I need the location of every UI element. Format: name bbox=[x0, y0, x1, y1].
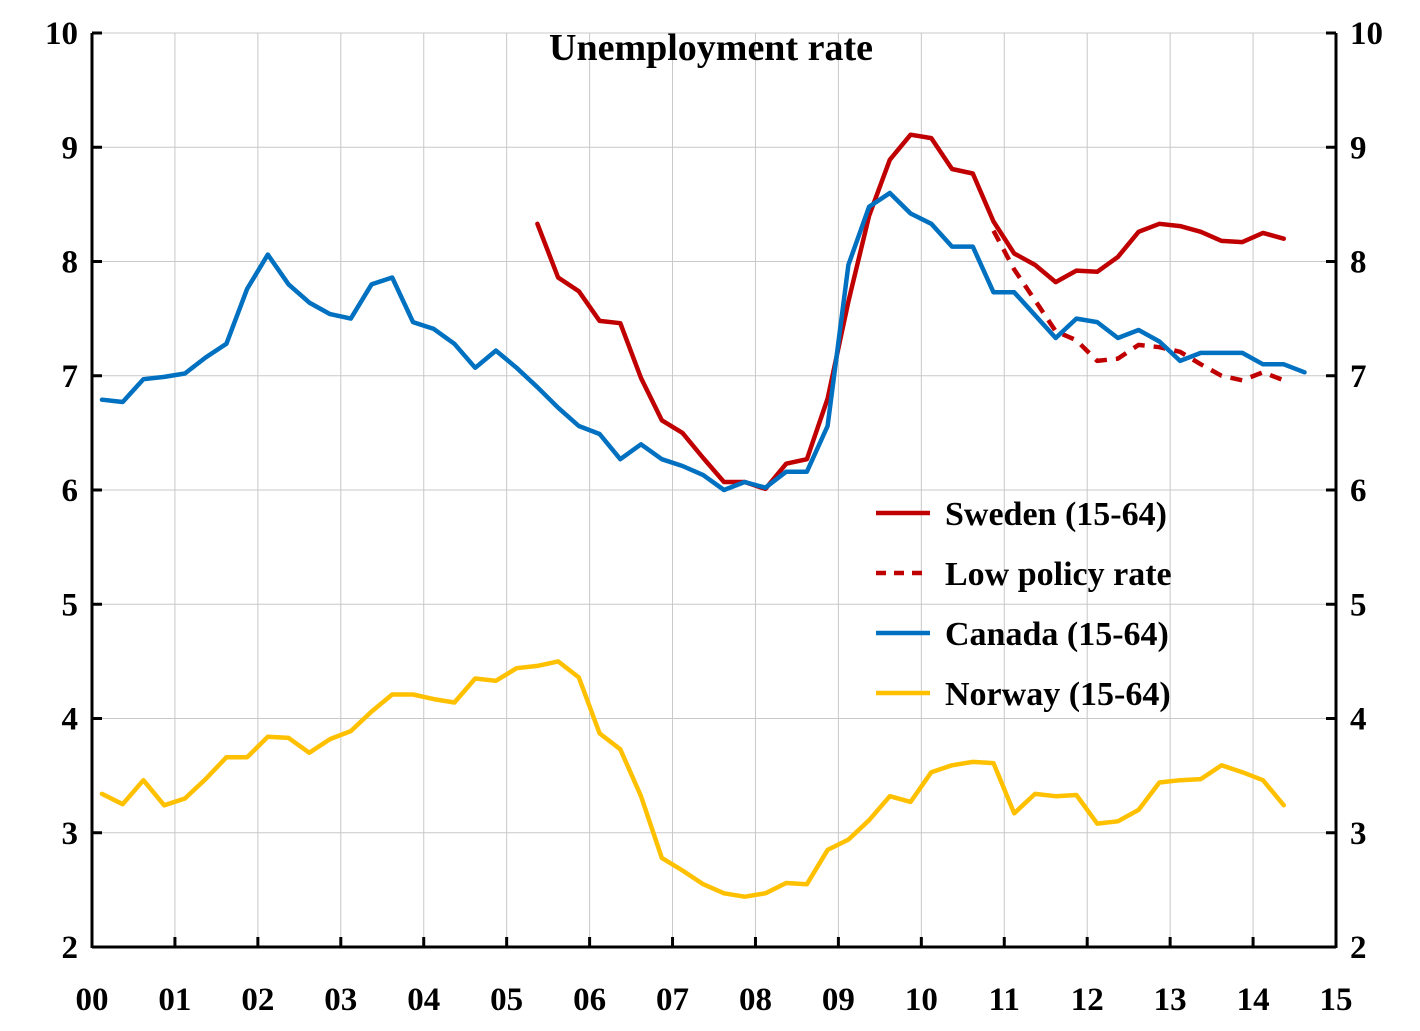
left-y-tick-label: 6 bbox=[62, 473, 79, 509]
left-y-tick-label: 2 bbox=[62, 930, 79, 966]
right-y-tick-label: 2 bbox=[1350, 930, 1367, 966]
axes bbox=[90, 31, 1338, 949]
left-y-tick-label: 4 bbox=[62, 702, 79, 738]
x-tick-label: 07 bbox=[656, 982, 689, 1018]
right-y-tick-label: 3 bbox=[1350, 816, 1367, 852]
x-tick-label: 08 bbox=[739, 982, 772, 1018]
left-y-tick-label: 3 bbox=[62, 816, 79, 852]
tick-labels: 2 2 3 3 4 4 5 5 6 6 7 7 8 8 9 9 10 10 00 01 02 03 04 05 06 07 08 09… bbox=[45, 16, 1383, 1018]
series-line-norway-15-64 bbox=[99, 659, 1287, 899]
legend: Sweden (15-64) Low policy rate Canada (15-… bbox=[876, 496, 1172, 713]
left-y-tick-label: 10 bbox=[45, 16, 78, 52]
x-tick-label: 05 bbox=[490, 982, 523, 1018]
legend-label-low-policy-rate: Low policy rate bbox=[945, 556, 1172, 593]
x-tick-label: 00 bbox=[76, 982, 109, 1018]
left-y-tick-label: 8 bbox=[62, 245, 79, 281]
legend-label-norway-15-64: Norway (15-64) bbox=[945, 676, 1171, 713]
x-tick-label: 04 bbox=[407, 982, 440, 1018]
right-y-tick-label: 5 bbox=[1350, 587, 1367, 623]
left-y-tick-label: 9 bbox=[62, 130, 79, 166]
x-tick-label: 01 bbox=[158, 982, 191, 1018]
right-y-tick-label: 10 bbox=[1350, 16, 1383, 52]
x-tick-label: 14 bbox=[1237, 982, 1270, 1018]
chart-title: Unemployment rate bbox=[549, 27, 873, 69]
grid bbox=[91, 32, 1337, 948]
x-tick-label: 11 bbox=[989, 982, 1020, 1018]
right-y-tick-label: 6 bbox=[1350, 473, 1367, 509]
x-tick-label: 02 bbox=[241, 982, 274, 1018]
series-line-low-policy-rate bbox=[991, 229, 1285, 383]
x-tick-label: 13 bbox=[1154, 982, 1187, 1018]
right-y-tick-label: 8 bbox=[1350, 245, 1367, 281]
left-y-tick-label: 5 bbox=[62, 587, 79, 623]
right-y-tick-label: 7 bbox=[1350, 359, 1367, 395]
series-line-sweden-15-64 bbox=[535, 132, 1287, 492]
series-line-canada-15-64 bbox=[99, 190, 1307, 493]
x-tick-label: 15 bbox=[1320, 982, 1353, 1018]
left-y-tick-label: 7 bbox=[62, 359, 79, 395]
legend-label-canada-15-64: Canada (15-64) bbox=[945, 616, 1169, 653]
x-tick-label: 03 bbox=[324, 982, 357, 1018]
x-tick-label: 10 bbox=[905, 982, 938, 1018]
right-y-tick-label: 9 bbox=[1350, 130, 1367, 166]
legend-label-sweden-15-64: Sweden (15-64) bbox=[945, 496, 1167, 533]
right-y-tick-label: 4 bbox=[1350, 702, 1367, 738]
series-lines bbox=[99, 132, 1307, 899]
x-tick-label: 12 bbox=[1071, 982, 1104, 1018]
x-tick-label: 06 bbox=[573, 982, 606, 1018]
x-tick-label: 09 bbox=[822, 982, 855, 1018]
